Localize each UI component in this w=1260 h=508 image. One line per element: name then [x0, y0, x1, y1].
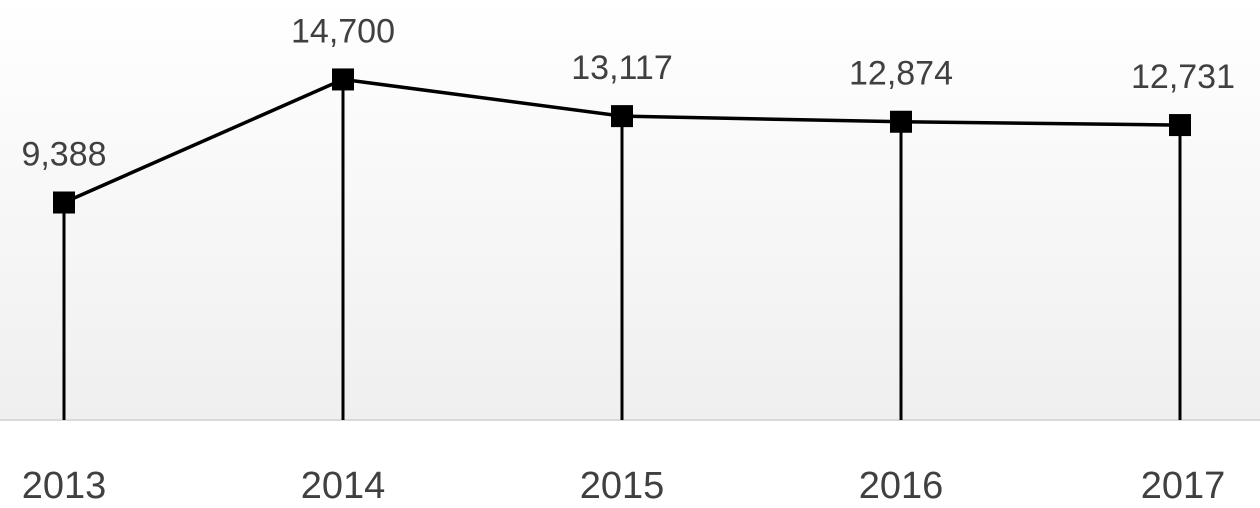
marker — [611, 105, 633, 128]
plot-background — [0, 0, 1260, 420]
data-label: 9,388 — [21, 135, 106, 173]
x-tick-label: 2015 — [580, 465, 665, 507]
x-tick-label: 2016 — [859, 465, 944, 507]
data-label: 13,117 — [571, 49, 672, 87]
marker — [1169, 114, 1191, 137]
data-label: 14,700 — [291, 12, 395, 50]
x-tick-label: 2017 — [1141, 465, 1226, 507]
marker — [53, 191, 75, 214]
x-tick-label: 2013 — [22, 465, 107, 507]
marker — [332, 68, 354, 91]
data-label: 12,731 — [1131, 58, 1235, 96]
data-label: 12,874 — [849, 55, 953, 93]
x-tick-label: 2014 — [301, 465, 386, 507]
marker — [890, 110, 912, 133]
